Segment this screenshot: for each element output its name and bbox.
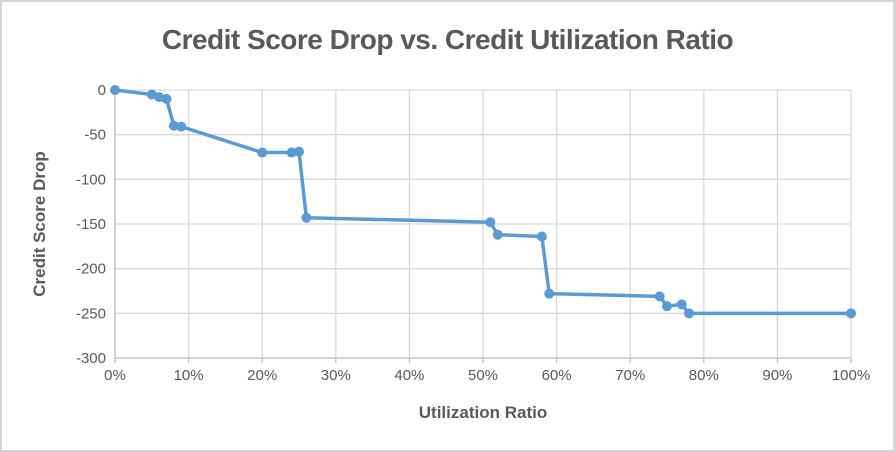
data-point-marker — [846, 308, 856, 319]
data-point-marker — [654, 291, 665, 302]
data-point-marker — [684, 308, 695, 319]
x-tick-label: 80% — [689, 367, 719, 384]
x-tick-label: 90% — [762, 367, 792, 384]
data-point-marker — [257, 147, 268, 158]
x-tick-label: 100% — [832, 367, 870, 384]
data-point-marker — [536, 231, 547, 242]
data-point-marker — [301, 212, 312, 223]
x-tick-label: 0% — [104, 367, 126, 384]
y-tick-label: -300 — [76, 350, 106, 367]
x-tick-label: 70% — [615, 367, 645, 384]
data-point-marker — [176, 121, 187, 132]
data-point-marker — [286, 147, 297, 158]
x-tick-label: 40% — [394, 367, 424, 384]
y-tick-label: -150 — [76, 216, 106, 233]
y-tick-label: -100 — [76, 171, 106, 188]
y-tick-label: 0 — [98, 82, 106, 99]
data-point-marker — [544, 288, 555, 299]
x-axis-title: Utilization Ratio — [418, 403, 548, 422]
data-point-marker — [294, 146, 304, 157]
data-point-marker — [110, 85, 120, 95]
data-point-marker — [485, 217, 496, 228]
x-tick-label: 10% — [174, 367, 204, 384]
data-point-marker — [161, 93, 172, 104]
x-tick-label: 20% — [247, 367, 277, 384]
data-point-marker — [168, 120, 179, 131]
x-tick-label: 60% — [542, 367, 572, 384]
y-tick-label: -200 — [76, 261, 106, 278]
x-tick-label: 30% — [321, 367, 351, 384]
y-tick-label: -250 — [76, 305, 106, 322]
data-point-marker — [676, 299, 687, 310]
y-tick-label: -50 — [84, 127, 106, 144]
data-point-marker — [662, 301, 672, 312]
chart-title: Credit Score Drop vs. Credit Utilization… — [161, 24, 734, 55]
data-point-marker — [492, 229, 503, 240]
x-tick-label: 50% — [468, 367, 498, 384]
